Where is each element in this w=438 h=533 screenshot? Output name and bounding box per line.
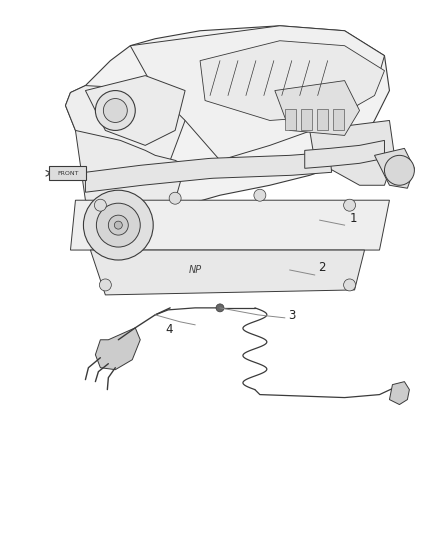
Circle shape [216,304,224,312]
Polygon shape [305,140,385,168]
Circle shape [99,279,111,291]
Polygon shape [95,328,140,370]
Polygon shape [66,86,185,200]
FancyBboxPatch shape [317,109,328,131]
FancyBboxPatch shape [285,109,296,131]
Polygon shape [66,26,389,205]
Circle shape [114,221,122,229]
Polygon shape [389,382,410,405]
Polygon shape [275,80,360,135]
Polygon shape [200,41,385,120]
Polygon shape [310,120,395,185]
Polygon shape [71,200,389,250]
Circle shape [95,199,106,211]
Text: 1: 1 [350,212,357,224]
Circle shape [343,199,356,211]
Circle shape [96,203,140,247]
Polygon shape [75,131,185,215]
Circle shape [254,189,266,201]
Circle shape [169,192,181,204]
Text: 3: 3 [288,309,295,322]
Circle shape [108,215,128,235]
Text: 2: 2 [318,262,325,274]
Text: FRONT: FRONT [58,171,79,176]
Polygon shape [85,152,332,192]
Polygon shape [374,148,414,188]
Circle shape [83,190,153,260]
FancyBboxPatch shape [301,109,312,131]
FancyBboxPatch shape [332,109,343,131]
Text: 4: 4 [165,324,173,336]
Circle shape [95,91,135,131]
Text: NP: NP [188,265,201,275]
Circle shape [103,99,127,123]
Polygon shape [90,250,364,295]
FancyBboxPatch shape [49,166,86,180]
Circle shape [385,155,414,185]
Polygon shape [85,76,185,146]
Circle shape [343,279,356,291]
Polygon shape [130,26,385,160]
